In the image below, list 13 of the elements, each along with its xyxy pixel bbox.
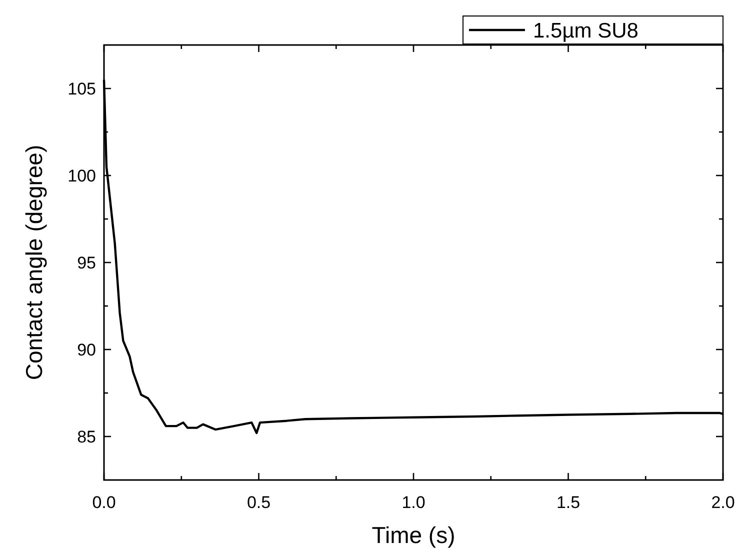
x-tick-label: 1.0 (402, 493, 426, 512)
x-tick-label: 1.5 (556, 493, 580, 512)
y-tick-label: 85 (77, 427, 96, 446)
y-tick-label: 90 (77, 340, 96, 360)
x-tick-label: 0.0 (92, 493, 116, 512)
x-axis-title: Time (s) (372, 522, 456, 548)
x-tick-label: 0.5 (246, 493, 271, 512)
y-tick-label: 95 (77, 253, 96, 272)
y-tick-label: 100 (68, 166, 96, 186)
y-axis-title: Contact angle (degree) (21, 144, 47, 380)
legend-label: 1.5µm SU8 (533, 19, 638, 42)
x-tick-label: 2.0 (711, 493, 735, 512)
y-tick-label: 105 (68, 79, 96, 98)
